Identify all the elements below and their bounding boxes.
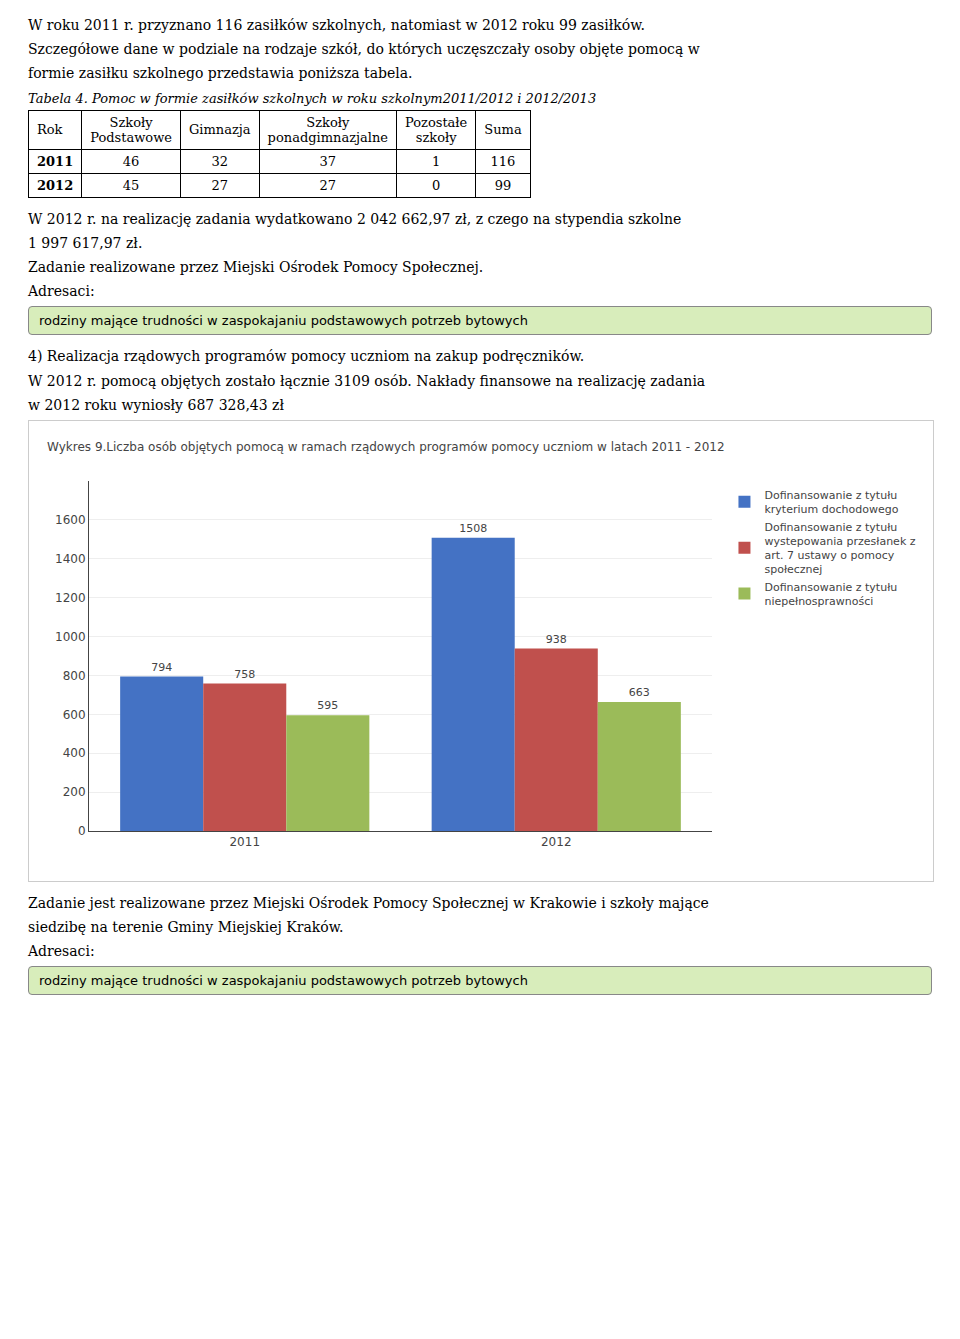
svg-text:1508: 1508	[459, 522, 487, 535]
html-text:0: 0	[432, 177, 441, 193]
html-text:Adresaci:: Adresaci:	[28, 283, 95, 300]
html-text:2012: 2012	[37, 177, 74, 193]
html-text:2011: 2011	[37, 153, 74, 169]
svg-text:600: 600	[63, 707, 86, 721]
html-text:46: 46	[122, 153, 140, 169]
svg-text:794: 794	[151, 660, 172, 673]
html-text:99: 99	[494, 177, 512, 193]
html-text:Adresaci:: Adresaci:	[28, 943, 95, 960]
html-text:rodziny mające trudności w zas: rodziny mające trudności w zaspokajaniu …	[39, 313, 528, 329]
html-text:Zadanie realizowane przez Miej: Zadanie realizowane przez Miejski Ośrode…	[28, 258, 484, 275]
html-text:Szczegółowe dane w podziale na: Szczegółowe dane w podziale na rodzaje s…	[28, 41, 700, 58]
svg-text:Dofinansowanie z tytułuwystepo: Dofinansowanie z tytułuwystepowania prze…	[764, 520, 915, 576]
html-text:formie zasiłku szkolnego przed: formie zasiłku szkolnego przedstawia pon…	[28, 65, 413, 82]
html-text:37: 37	[319, 153, 337, 169]
html-text:W 2012 r. na realizację zadani: W 2012 r. na realizację zadania wydatkow…	[28, 210, 682, 227]
html-text:45: 45	[122, 177, 140, 193]
html-text:w 2012 roku wyniosły 687 328,4: w 2012 roku wyniosły 687 328,43 zł	[28, 396, 284, 413]
html-text:Gimnazja: Gimnazja	[189, 122, 251, 138]
html-text:Szkoły Podstawowe: Szkoły Podstawowe	[90, 114, 172, 145]
html-text:Zadanie jest realizowane przez: Zadanie jest realizowane przez Miejski O…	[28, 894, 709, 911]
svg-text:200: 200	[63, 785, 86, 799]
svg-text:Wykres 9.Liczba osób objętych: Wykres 9.Liczba osób objętych pomocą w r…	[47, 440, 724, 454]
html-text:W roku 2011 r. przyznano 116 z: W roku 2011 r. przyznano 116 zasiłków sz…	[28, 17, 645, 33]
svg-text:0: 0	[78, 824, 86, 838]
svg-text:758: 758	[234, 667, 255, 680]
html-text:27: 27	[319, 177, 337, 193]
html-text:32: 32	[211, 153, 229, 169]
svg-text:2011: 2011	[229, 835, 260, 849]
html-text:4) Realizacja rządowych progra: 4) Realizacja rządowych programów pomocy…	[28, 348, 585, 365]
svg-text:938: 938	[546, 632, 567, 645]
svg-text:1600: 1600	[55, 513, 86, 527]
html-text:rodziny mające trudności w zas: rodziny mające trudności w zaspokajaniu …	[39, 973, 528, 989]
html-text:Suma: Suma	[484, 122, 522, 138]
svg-text:2012: 2012	[541, 835, 572, 849]
html-text:27: 27	[211, 177, 229, 193]
html-text:W 2012 r. pomocą objętych zost: W 2012 r. pomocą objętych zostało łączni…	[28, 372, 706, 389]
html-text:siedzibę na terenie Gminy Miej: siedzibę na terenie Gminy Miejskiej Krak…	[28, 919, 344, 936]
svg-text:1200: 1200	[55, 591, 86, 605]
svg-text:Dofinansowanie z tytułukryteri: Dofinansowanie z tytułukryterium dochodo…	[764, 489, 898, 516]
svg-text:400: 400	[63, 746, 86, 760]
html-text:Pozostałe szkoły: Pozostałe szkoły	[405, 114, 468, 145]
svg-text:663: 663	[629, 686, 650, 699]
html-text:Szkoły ponadgimnazjalne: Szkoły ponadgimnazjalne	[267, 114, 388, 145]
svg-text:1400: 1400	[55, 552, 86, 566]
svg-text:Dofinansowanie z tytułuniepełn: Dofinansowanie z tytułuniepełnosprawnośc…	[764, 581, 897, 608]
svg-text:800: 800	[63, 669, 86, 683]
html-text:1 997 617,97 zł.: 1 997 617,97 zł.	[28, 234, 143, 251]
html-text:Rok: Rok	[37, 122, 63, 138]
html-text:Tabela 4. Pomoc w formie zasił: Tabela 4. Pomoc w formie zasiłków szkoln…	[28, 90, 597, 106]
html-text:1: 1	[432, 153, 441, 169]
svg-text:595: 595	[317, 699, 338, 712]
svg-text:1000: 1000	[55, 630, 86, 644]
html-text:116: 116	[490, 153, 516, 169]
